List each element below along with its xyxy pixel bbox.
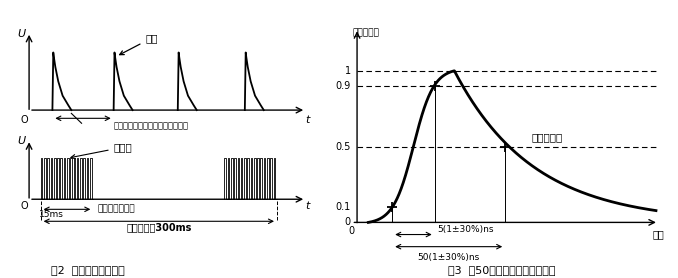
Text: 0: 0 (344, 217, 351, 227)
Text: 0.9: 0.9 (336, 81, 351, 91)
Text: 脉冲: 脉冲 (120, 33, 158, 55)
Text: 5(1±30%)ns: 5(1±30%)ns (437, 225, 494, 234)
Text: 重复周期（取决于试验电压等级）: 重复周期（取决于试验电压等级） (114, 121, 189, 130)
Text: 0: 0 (348, 227, 355, 237)
Text: 脉冲群: 脉冲群 (71, 142, 132, 159)
Text: U: U (18, 136, 26, 146)
Text: O: O (21, 115, 28, 125)
Text: 1: 1 (344, 66, 351, 76)
Text: t: t (305, 115, 310, 125)
Text: 脉冲群持续时间: 脉冲群持续时间 (98, 205, 135, 214)
Text: 图3  接50欧负载时单个脉冲波形: 图3 接50欧负载时单个脉冲波形 (448, 265, 555, 275)
Text: O: O (21, 200, 28, 210)
Text: 时间: 时间 (653, 230, 664, 240)
Text: 0.1: 0.1 (336, 202, 351, 212)
Text: 双指数脉冲: 双指数脉冲 (532, 133, 563, 143)
Text: 15ms: 15ms (39, 210, 64, 220)
Text: 脉冲器周期300ms: 脉冲器周期300ms (126, 222, 191, 232)
Text: 图2  快速脉冲群概略图: 图2 快速脉冲群概略图 (52, 265, 125, 275)
Text: U: U (18, 29, 26, 39)
Text: 0.5: 0.5 (336, 142, 351, 152)
Text: t: t (305, 200, 310, 210)
Text: 50(1±30%)ns: 50(1±30%)ns (418, 253, 480, 262)
Text: 归一化电压: 归一化电压 (353, 28, 380, 37)
